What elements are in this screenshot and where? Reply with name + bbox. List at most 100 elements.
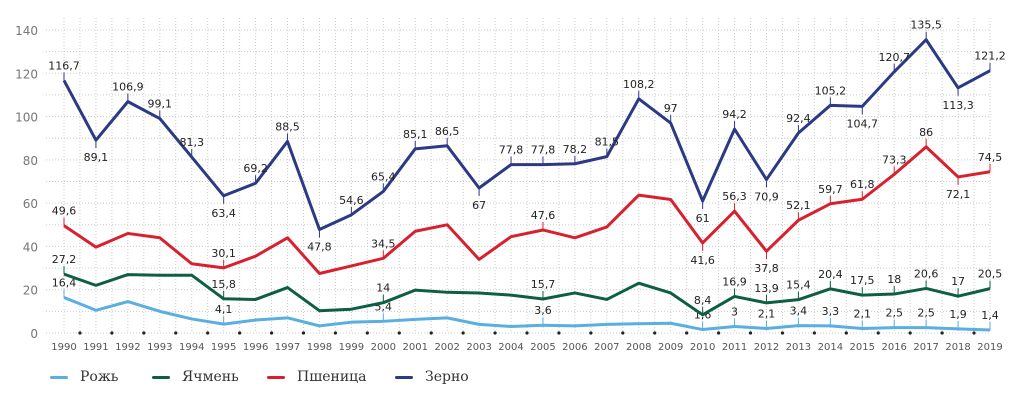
axis-dot bbox=[301, 331, 306, 335]
axis-dot bbox=[365, 331, 369, 335]
axis-dot bbox=[174, 331, 178, 335]
data-label: 104,7 bbox=[847, 117, 879, 130]
y-tick-label: 140 bbox=[15, 24, 38, 38]
x-tick-label: 2018 bbox=[945, 342, 970, 353]
data-label: 56,3 bbox=[722, 190, 747, 203]
data-label: 1,4 bbox=[981, 309, 999, 322]
y-tick-label: 0 bbox=[30, 327, 38, 341]
x-tick-label: 2004 bbox=[498, 342, 523, 353]
data-label: 47,8 bbox=[307, 241, 332, 254]
data-label: 16,4 bbox=[52, 277, 77, 290]
data-label: 99,1 bbox=[148, 98, 173, 111]
data-label: 74,5 bbox=[978, 151, 1003, 164]
data-label: 97 bbox=[664, 102, 678, 115]
data-label: 2,5 bbox=[917, 307, 935, 320]
axis-dot bbox=[780, 331, 785, 335]
data-label: 8,4 bbox=[694, 294, 712, 307]
legend-swatch bbox=[50, 375, 68, 379]
legend-label: Зерно bbox=[425, 369, 469, 385]
data-label: 61 bbox=[696, 212, 710, 225]
data-label: 77,8 bbox=[531, 144, 556, 157]
x-tick-label: 1992 bbox=[115, 342, 140, 353]
x-tick-label: 2006 bbox=[562, 342, 587, 353]
x-tick-label: 2003 bbox=[466, 342, 491, 353]
x-tick-label: 2005 bbox=[530, 342, 555, 353]
data-label: 20,5 bbox=[978, 268, 1003, 281]
axis-dot bbox=[685, 331, 689, 335]
axis-dot bbox=[589, 331, 593, 335]
data-label: 92,4 bbox=[786, 112, 811, 125]
axis-dot bbox=[525, 331, 529, 335]
x-tick-label: 2008 bbox=[626, 342, 651, 353]
x-tick-label: 2009 bbox=[658, 342, 683, 353]
axis-dot bbox=[908, 331, 912, 335]
data-label: 3,4 bbox=[790, 305, 808, 318]
data-label: 14 bbox=[376, 282, 390, 295]
x-tick-label: 2017 bbox=[913, 342, 938, 353]
axis-dot bbox=[653, 331, 657, 335]
data-label: 105,2 bbox=[815, 84, 847, 97]
data-label: 15,8 bbox=[211, 278, 236, 291]
axis-dot bbox=[429, 331, 433, 335]
data-label: 2,1 bbox=[854, 307, 872, 320]
y-tick-label: 20 bbox=[23, 284, 38, 298]
legend-item: Пшеница bbox=[267, 366, 367, 388]
axis-dot bbox=[844, 331, 848, 335]
data-label: 18 bbox=[887, 273, 901, 286]
x-tick-label: 2012 bbox=[754, 342, 779, 353]
data-label: 47,6 bbox=[531, 209, 556, 222]
legend-swatch bbox=[152, 375, 170, 379]
x-tick-label: 1999 bbox=[339, 342, 364, 353]
data-label: 3,3 bbox=[822, 305, 840, 318]
x-tick-label: 1996 bbox=[243, 342, 268, 353]
data-label: 69,2 bbox=[243, 162, 268, 175]
data-label: 72,1 bbox=[946, 188, 971, 201]
x-tick-label: 2013 bbox=[786, 342, 811, 353]
data-label: 94,2 bbox=[722, 108, 747, 121]
legend-swatch bbox=[267, 375, 285, 379]
data-label: 41,6 bbox=[690, 254, 715, 267]
series-line-0 bbox=[63, 296, 991, 332]
data-label: 113,3 bbox=[942, 99, 974, 112]
axis-dot bbox=[206, 331, 210, 335]
data-label: 3 bbox=[731, 306, 738, 319]
data-label: 65,4 bbox=[371, 170, 396, 183]
data-label: 1,9 bbox=[949, 308, 967, 321]
legend-item: Ячмень bbox=[152, 366, 239, 388]
axis-dot bbox=[748, 331, 753, 335]
x-tick-label: 2002 bbox=[434, 342, 459, 353]
data-label: 13,9 bbox=[754, 282, 779, 295]
data-label: 121,2 bbox=[974, 50, 1006, 63]
data-label: 81,3 bbox=[179, 136, 204, 149]
x-tick-label: 2011 bbox=[722, 342, 747, 353]
axis-dot bbox=[621, 331, 625, 335]
data-label: 85,1 bbox=[403, 128, 428, 141]
data-label: 77,8 bbox=[499, 144, 524, 157]
axis-dot bbox=[493, 331, 497, 335]
axis-dot bbox=[812, 331, 816, 335]
data-label: 135,5 bbox=[910, 19, 942, 32]
y-tick-label: 120 bbox=[15, 67, 38, 81]
y-tick-label: 100 bbox=[15, 111, 38, 125]
data-label: 81,5 bbox=[595, 136, 620, 149]
axis-dot bbox=[238, 331, 242, 335]
data-label: 2,5 bbox=[885, 307, 903, 320]
x-tick-label: 1994 bbox=[179, 342, 204, 353]
x-tick-label: 2014 bbox=[818, 342, 843, 353]
data-label: 15,7 bbox=[531, 278, 556, 291]
y-tick-label: 40 bbox=[23, 240, 38, 254]
axis-dot bbox=[269, 331, 274, 335]
line-chart: 0 20 40 60 80 100 120 140 1990 1991 1992 1993 1994 19… bbox=[15, 18, 1006, 353]
data-label: 86,5 bbox=[435, 125, 460, 138]
data-label: 20,4 bbox=[818, 268, 843, 281]
data-label: 20,6 bbox=[914, 267, 939, 280]
x-tick-label: 2015 bbox=[850, 342, 875, 353]
data-label: 2,1 bbox=[758, 307, 776, 320]
data-label: 59,7 bbox=[818, 183, 843, 196]
axis-dot bbox=[461, 331, 465, 335]
legend-item: Зерно bbox=[395, 366, 469, 388]
axis-dot bbox=[110, 331, 114, 335]
data-label: 86 bbox=[919, 126, 933, 139]
data-label: 4,1 bbox=[215, 303, 233, 316]
legend-swatch bbox=[395, 375, 413, 379]
